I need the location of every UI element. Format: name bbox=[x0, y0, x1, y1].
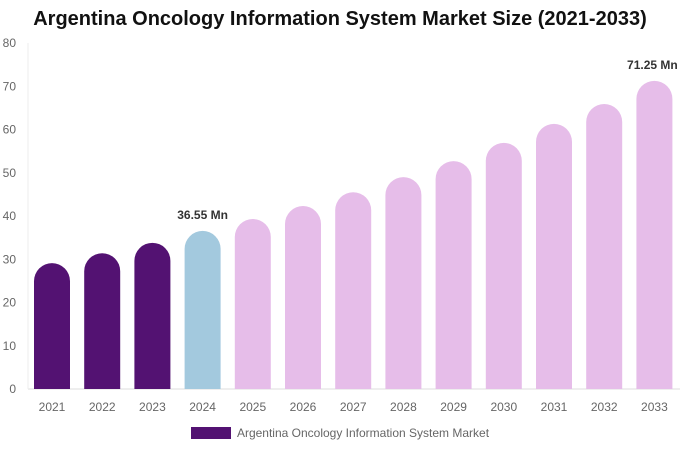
x-tick-label: 2027 bbox=[340, 400, 367, 414]
x-tick-label: 2023 bbox=[139, 400, 166, 414]
x-tick-label: 2029 bbox=[440, 400, 467, 414]
y-tick-label: 30 bbox=[3, 252, 17, 266]
y-tick-label: 70 bbox=[3, 79, 17, 93]
x-tick-label: 2021 bbox=[39, 400, 66, 414]
x-tick-label: 2026 bbox=[290, 400, 317, 414]
bar-2032 bbox=[586, 103, 623, 390]
bar-2022 bbox=[84, 253, 121, 389]
y-tick-label: 10 bbox=[3, 339, 17, 353]
x-tick-label: 2025 bbox=[239, 400, 266, 414]
y-tick-label: 40 bbox=[3, 209, 17, 223]
x-tick-label: 2022 bbox=[89, 400, 116, 414]
bar-2021 bbox=[34, 263, 70, 389]
x-tick-label: 2033 bbox=[641, 400, 668, 414]
x-tick-label: 2028 bbox=[390, 400, 417, 414]
bar-2025 bbox=[234, 219, 271, 389]
data-label: 71.25 Mn bbox=[627, 58, 678, 72]
bar-2027 bbox=[335, 192, 372, 389]
y-tick-label: 80 bbox=[3, 36, 17, 50]
x-tick-label: 2030 bbox=[490, 400, 517, 414]
bar-2026 bbox=[285, 206, 321, 389]
y-tick-label: 0 bbox=[9, 382, 16, 396]
data-label: 36.55 Mn bbox=[177, 208, 228, 222]
legend-label: Argentina Oncology Information System Ma… bbox=[236, 426, 490, 440]
y-tick-label: 20 bbox=[3, 296, 17, 310]
bar-2024 bbox=[184, 230, 221, 389]
x-tick-label: 2032 bbox=[591, 400, 618, 414]
y-tick-label: 60 bbox=[3, 123, 17, 137]
bar-2029 bbox=[435, 161, 472, 389]
x-tick-label: 2031 bbox=[541, 400, 568, 414]
legend[interactable]: Argentina Oncology Information System Ma… bbox=[0, 426, 680, 440]
x-tick-label: 2024 bbox=[189, 400, 216, 414]
bar-2023 bbox=[134, 242, 171, 389]
bar-2028 bbox=[385, 177, 422, 389]
bar-2031 bbox=[536, 123, 572, 389]
y-tick-label: 50 bbox=[3, 166, 17, 180]
bar-2033 bbox=[636, 80, 673, 389]
bar-2030 bbox=[485, 142, 522, 389]
legend-swatch bbox=[190, 427, 231, 439]
chart-title: Argentina Oncology Information System Ma… bbox=[33, 8, 647, 30]
